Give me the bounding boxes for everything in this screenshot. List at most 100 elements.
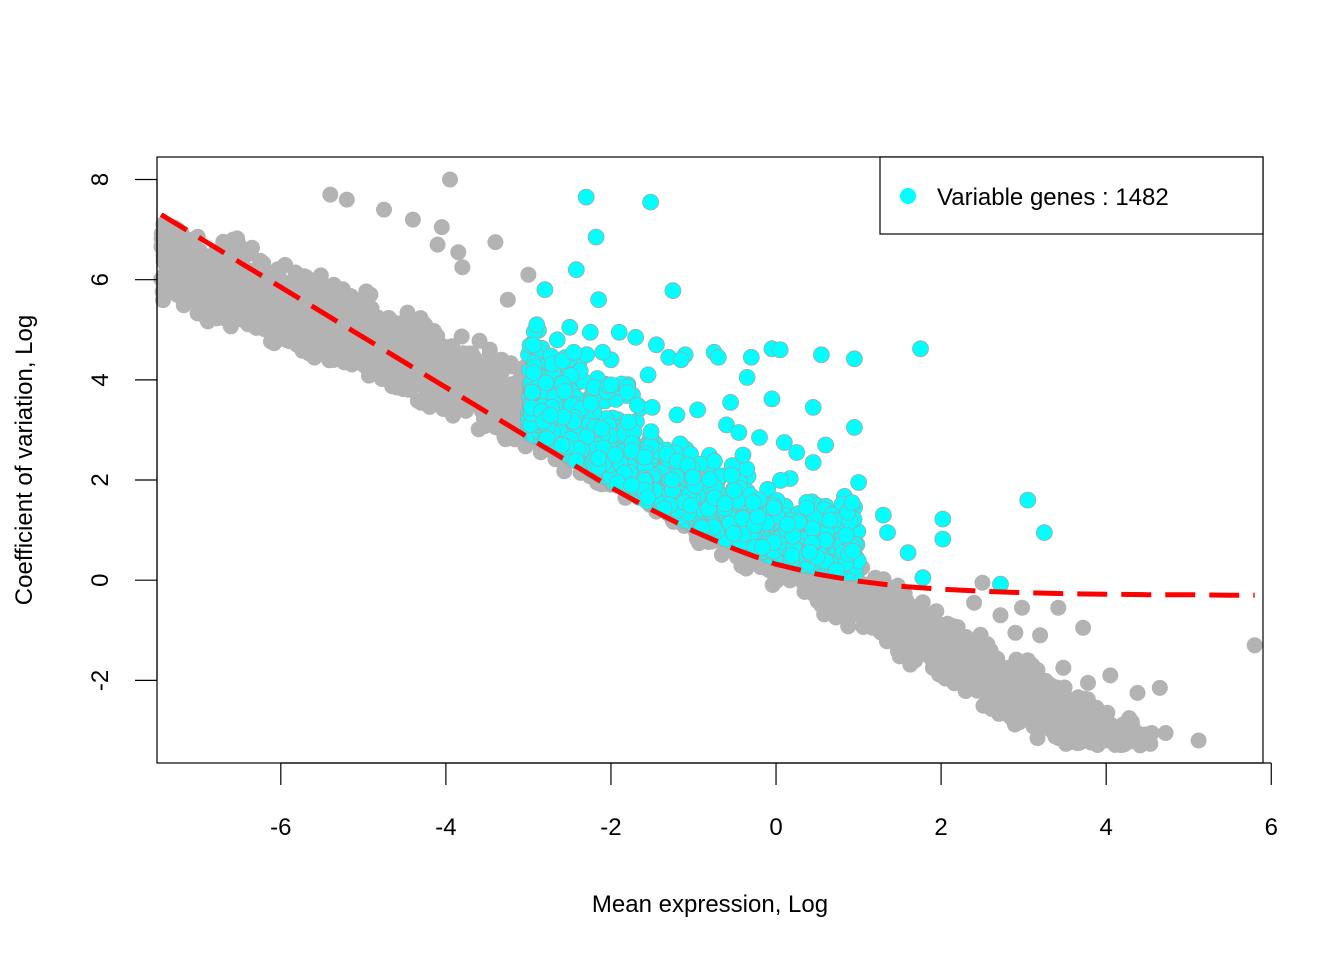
point-variable: [801, 543, 819, 561]
point-variable: [723, 466, 740, 484]
point-other: [840, 618, 857, 635]
point-variable: [804, 398, 822, 416]
point-other: [949, 634, 966, 651]
point-variable: [684, 468, 702, 486]
point-other: [1032, 627, 1049, 644]
point-other: [1246, 637, 1263, 654]
fit-curve-layer: [159, 212, 1255, 598]
point-other: [284, 320, 300, 336]
point-other: [1003, 709, 1020, 726]
y-tick-label: 2: [87, 473, 114, 486]
point-other: [305, 277, 322, 294]
point-other: [556, 463, 573, 480]
x-tick-label: 6: [1265, 814, 1278, 841]
point-variable: [844, 542, 862, 560]
point-other: [442, 171, 458, 188]
x-tick-label: 2: [934, 814, 947, 841]
point-other: [1080, 674, 1096, 691]
point-other: [763, 563, 780, 580]
point-other: [1061, 712, 1077, 729]
point-other: [1049, 680, 1066, 697]
point-variable: [663, 471, 681, 489]
point-other: [468, 384, 485, 401]
point-other: [182, 291, 199, 308]
point-other: [433, 219, 450, 236]
point-other: [1012, 685, 1029, 702]
point-variable: [912, 340, 929, 358]
point-variable: [593, 420, 611, 437]
point-other: [301, 345, 318, 362]
point-other: [958, 649, 975, 666]
point-variable: [765, 499, 783, 517]
point-variable: [639, 489, 657, 507]
point-other: [420, 361, 437, 378]
point-other: [334, 289, 351, 306]
point-other: [970, 669, 987, 686]
point-other: [169, 286, 186, 303]
y-tick-label: 0: [87, 574, 114, 587]
point-variable: [639, 366, 657, 384]
point-other: [1007, 624, 1024, 641]
point-other: [412, 312, 429, 329]
point-variable: [620, 413, 637, 431]
point-variable: [846, 350, 863, 368]
point-variable: [590, 449, 608, 467]
point-other: [429, 328, 446, 344]
point-variable: [804, 520, 822, 538]
point-other: [189, 255, 206, 272]
point-variable: [709, 348, 727, 366]
point-other: [889, 604, 906, 620]
point-variable: [561, 318, 579, 336]
data-points: [153, 171, 1263, 754]
point-variable: [542, 406, 559, 424]
point-other: [782, 572, 798, 589]
point-other: [220, 256, 237, 273]
point-other: [1105, 729, 1122, 746]
point-other: [1135, 732, 1152, 749]
point-variable: [914, 569, 932, 587]
point-variable: [636, 448, 654, 466]
point-other: [1055, 659, 1072, 676]
point-variable: [744, 494, 762, 512]
fit-curve: [159, 212, 1255, 598]
point-variable: [725, 525, 743, 542]
point-variable: [813, 346, 830, 364]
y-tick-label: 6: [87, 273, 114, 286]
legend: Variable genes : 1482: [879, 156, 1264, 235]
point-variable: [642, 193, 659, 211]
point-variable: [722, 393, 739, 411]
point-variable: [779, 516, 796, 533]
point-other: [908, 649, 925, 666]
point-other: [498, 383, 515, 400]
legend-box: [879, 156, 1264, 235]
point-other: [396, 315, 413, 332]
point-variable: [627, 328, 645, 346]
point-variable: [556, 383, 574, 400]
point-other: [166, 227, 183, 244]
point-other: [322, 186, 339, 203]
y-axis-title: Coefficient of variation, Log: [11, 315, 38, 605]
point-variable: [525, 364, 542, 382]
point-variable: [771, 341, 789, 359]
x-axis-title: Mean expression, Log: [592, 891, 828, 918]
point-other: [481, 341, 498, 358]
point-variable: [1035, 524, 1053, 541]
point-other: [1048, 725, 1065, 742]
point-variable: [718, 416, 735, 434]
point-other: [194, 289, 210, 306]
point-other: [827, 585, 844, 602]
point-other: [262, 296, 279, 313]
point-other: [486, 393, 503, 410]
point-variable: [643, 398, 661, 416]
point-other: [1050, 599, 1067, 616]
point-other: [481, 362, 498, 379]
point-other: [941, 663, 958, 680]
point-other: [373, 335, 390, 352]
point-variable: [672, 351, 690, 369]
point-other: [1094, 709, 1111, 726]
point-variable: [749, 508, 767, 526]
legend-label: Variable genes : 1482: [937, 184, 1169, 211]
point-other: [499, 291, 516, 308]
point-other: [764, 577, 781, 593]
point-other: [343, 356, 360, 373]
